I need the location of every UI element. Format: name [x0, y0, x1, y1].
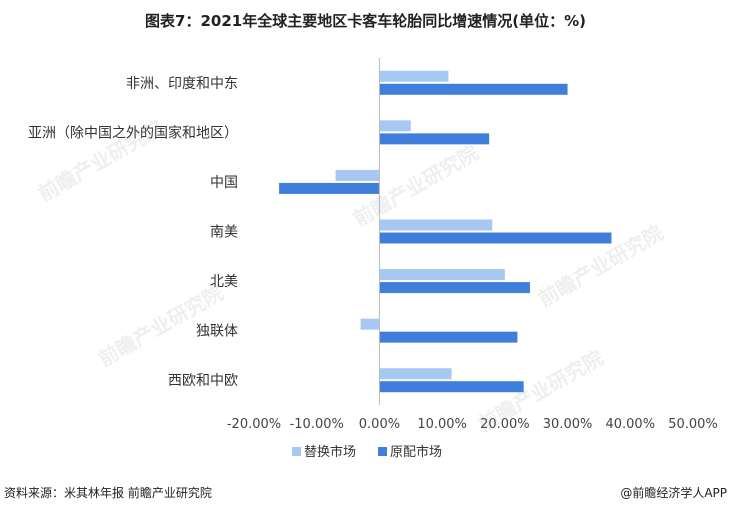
category-label: 中国 — [210, 175, 238, 191]
x-tick-label: 50.00% — [668, 417, 718, 432]
x-tick-label: 10.00% — [417, 417, 467, 432]
x-tick-label: -20.00% — [227, 417, 281, 432]
bar-replacement — [360, 318, 380, 330]
category-label: 亚洲（除中国之外的国家和地区） — [28, 124, 238, 141]
bar-original — [379, 282, 530, 294]
legend-swatch — [292, 447, 301, 456]
bar-replacement — [379, 368, 452, 380]
x-tick-label: 40.00% — [605, 417, 655, 432]
legend-label: 原配市场 — [390, 444, 442, 460]
x-tick-label: 20.00% — [480, 417, 530, 432]
bar-replacement — [379, 219, 493, 231]
category-label: 西欧和中欧 — [168, 373, 238, 389]
bar-original — [379, 133, 490, 145]
bar-replacement — [379, 70, 449, 82]
bar-replacement — [379, 120, 411, 132]
source-note: 资料来源：米其林年报 前瞻产业研究院 — [4, 486, 212, 500]
legend-swatch — [378, 447, 387, 456]
bar-original — [379, 381, 524, 393]
category-label: 非洲、印度和中东 — [126, 76, 238, 92]
x-tick-label: -10.00% — [290, 417, 344, 432]
bar-original — [379, 331, 518, 343]
x-tick-label: 0.00% — [359, 417, 400, 432]
legend-label: 替换市场 — [304, 444, 356, 460]
bar-original — [379, 232, 612, 244]
x-tick-label: 30.00% — [543, 417, 593, 432]
chart-title: 图表7：2021年全球主要地区卡客车轮胎同比增速情况(单位：%) — [145, 12, 586, 30]
bar-original — [379, 83, 568, 95]
bar-original — [279, 182, 380, 194]
category-label: 南美 — [210, 225, 238, 241]
bar-replacement — [335, 169, 380, 181]
brand-note: @前瞻经济学人APP — [620, 486, 727, 500]
category-label: 独联体 — [196, 324, 238, 340]
bar-replacement — [379, 269, 505, 281]
category-label: 北美 — [210, 274, 238, 290]
